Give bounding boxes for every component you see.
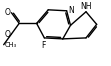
Text: O: O bbox=[5, 8, 10, 17]
Text: O: O bbox=[5, 30, 10, 39]
Text: N: N bbox=[69, 6, 74, 15]
Text: F: F bbox=[41, 41, 46, 50]
Text: NH: NH bbox=[80, 2, 92, 11]
Text: CH₃: CH₃ bbox=[5, 42, 17, 48]
